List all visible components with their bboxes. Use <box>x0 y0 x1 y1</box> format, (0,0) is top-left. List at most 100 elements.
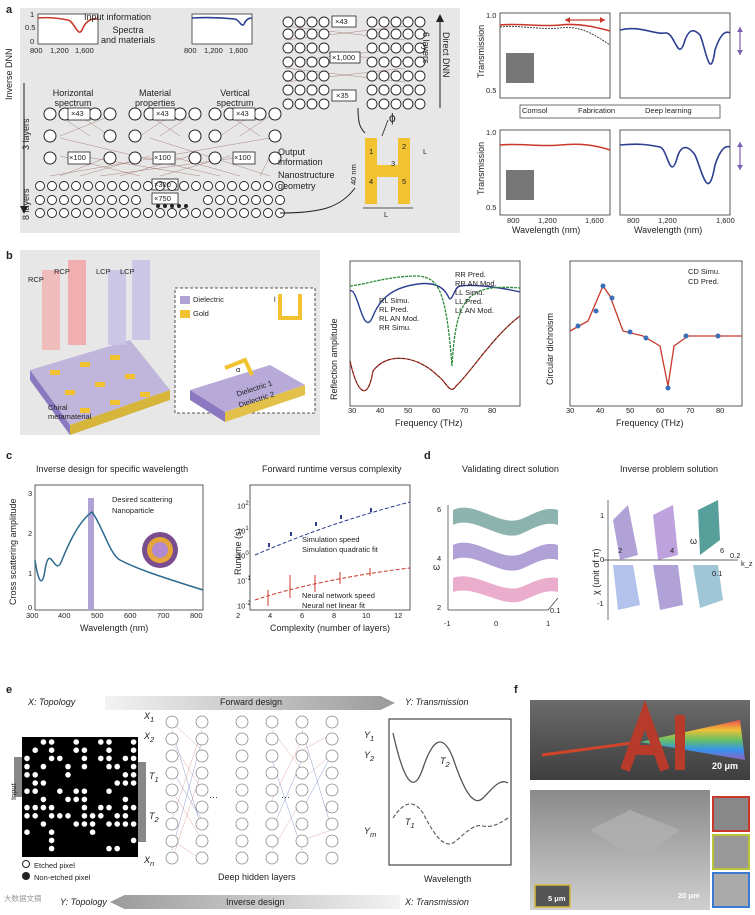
spectra-materials-label-2: and materials <box>100 35 156 45</box>
cd-simu <box>569 284 742 387</box>
watermark: 大数据文摘 <box>4 894 42 903</box>
c-title-right: Forward runtime versus complexity <box>262 464 402 474</box>
material-properties-2: properties <box>134 98 176 108</box>
c-right-xtick-8: 8 <box>332 611 337 620</box>
xtick-1200-r: 1,200 <box>658 216 677 225</box>
3d-surfaces <box>447 500 738 620</box>
legend-fabrication: Fabrication <box>578 106 616 115</box>
ym-node-label: Ym <box>364 826 377 839</box>
legend-deep-learning: Deep learning <box>645 106 692 115</box>
l0-label: L <box>384 210 389 219</box>
xn-node-label: Xn <box>144 855 155 868</box>
cd-xtick-70: 70 <box>686 406 695 415</box>
forty-nm-label: 40 nm <box>349 164 358 185</box>
d-right-ytick-1: 1 <box>600 511 605 520</box>
refl-xtick-30: 30 <box>348 406 357 415</box>
d-right-ytick-0: 0 <box>600 555 605 564</box>
mult-x43-direct: ×43 <box>335 17 348 26</box>
frequency-label-left: Frequency (THz) <box>395 418 463 428</box>
mini-ytick-05: 0.5 <box>25 23 36 32</box>
h-num-4: 4 <box>369 177 374 186</box>
c-right-xtick-10: 10 <box>362 611 371 620</box>
cd-legend-simu: CD Simu. <box>688 267 721 276</box>
d-left-xtick-1: 1 <box>546 619 551 628</box>
legend-rr-pred: RR Pred. <box>455 270 486 279</box>
ytick-05-bottom: 0.5 <box>486 203 497 212</box>
direct-dnn-neurons <box>282 16 426 110</box>
forward-design-arrow <box>105 696 395 710</box>
legend-rr-an-mod: RR AN Mod. <box>455 279 497 288</box>
lcp-label-1: LCP <box>96 267 111 276</box>
h-num-3: 3 <box>391 159 396 168</box>
sketch-t1-label: T1 <box>405 817 415 830</box>
nanostructure-label-2: geometry <box>278 181 316 191</box>
c-title-left: Inverse design for specific wavelength <box>36 464 189 474</box>
mult-x43-a: ×43 <box>71 109 84 118</box>
d-right-xtick-2: 2 <box>618 546 623 555</box>
c-left-xtick-500: 500 <box>91 611 104 620</box>
inverse-design-arrow <box>110 895 400 909</box>
mult-x100-b: ×100 <box>154 153 171 162</box>
d-omega-right: ω <box>690 536 698 546</box>
y-transmission-label: Y: Transmission <box>405 697 469 707</box>
vertical-spectrum-2: spectrum <box>216 98 254 108</box>
sem-inset-top <box>506 53 534 83</box>
lcp-beam-1 <box>108 270 126 345</box>
y-topology-label: Y: Topology <box>60 897 107 907</box>
d-right-xtick-4: 4 <box>670 546 675 555</box>
material-properties-1: Material <box>138 88 171 98</box>
phi-symbol: ϕ <box>389 111 396 125</box>
t2-label: T2 <box>149 811 159 824</box>
c-left-xtick-700: 700 <box>157 611 170 620</box>
cd-xtick-60: 60 <box>656 406 665 415</box>
d-left-ytick-4: 4 <box>437 554 442 563</box>
d-chi-label: χ (unit of π) <box>591 548 601 595</box>
ll-simu <box>349 282 521 324</box>
xtick-800-l: 800 <box>507 216 520 225</box>
legend-ll-an-mod: LL AN Mod. <box>455 306 494 315</box>
runtime-plot <box>249 484 411 611</box>
mini-tick-1600-b: 1,600 <box>229 46 248 55</box>
panel-label-e: e <box>6 684 13 696</box>
cross-scattering-label: Cross scattering amplitude <box>8 498 18 605</box>
transmission-label-top: Transmission <box>476 24 486 78</box>
panel-label-f: f <box>514 684 518 696</box>
scale-bar-3-label: 5 μm <box>548 894 566 903</box>
panel-label-d: d <box>424 450 431 462</box>
scale-bar-1-label: 20 μm <box>712 761 739 771</box>
h-num-2: 2 <box>402 142 407 151</box>
d-right-kz-01: 0.1 <box>712 569 723 578</box>
d-right-kz-label: k_z <box>741 559 753 568</box>
d-right-ytick-neg1: -1 <box>597 599 604 608</box>
dots-2: ··· <box>281 792 290 802</box>
topology-grid <box>22 737 138 857</box>
d-left-xtick-0: 0 <box>494 619 499 628</box>
t-bar <box>138 762 146 842</box>
mini-spectrum-red-curve <box>37 16 99 33</box>
panel-label-b: b <box>6 250 13 262</box>
c-right-xtick-2: 2 <box>236 611 241 620</box>
cd-xtick-80: 80 <box>716 406 725 415</box>
nanoparticle-curve <box>34 510 204 591</box>
d-right-xtick-6: 6 <box>720 546 725 555</box>
mult-x43-c: ×43 <box>236 109 249 118</box>
scattering-plot <box>34 484 204 611</box>
inset-blue <box>712 872 750 908</box>
multiplier-boxes <box>67 107 256 205</box>
rcp-label-2: RCP <box>54 267 70 276</box>
l-symbol: l <box>274 295 276 304</box>
forward-design-label: Forward design <box>220 697 283 707</box>
sketch-wavelength-label: Wavelength <box>424 874 472 884</box>
c-left-ytick-1: 1 <box>28 569 33 578</box>
d-right-kz-02: 0.2 <box>730 551 741 560</box>
c-left-xtick-800: 800 <box>190 611 203 620</box>
input-label: Input <box>9 783 18 800</box>
dots-1: ··· <box>209 792 218 802</box>
etched-pixel-label: Etched pixel <box>22 860 75 870</box>
reflection-amplitude-plot <box>349 260 521 407</box>
mini-ytick-1: 1 <box>30 10 35 19</box>
x1-node-label: X1 <box>144 711 155 724</box>
mult-x43-b: ×43 <box>156 109 169 118</box>
cd-xtick-40: 40 <box>596 406 605 415</box>
legend-nn-speed: Neural network speed <box>302 591 375 600</box>
